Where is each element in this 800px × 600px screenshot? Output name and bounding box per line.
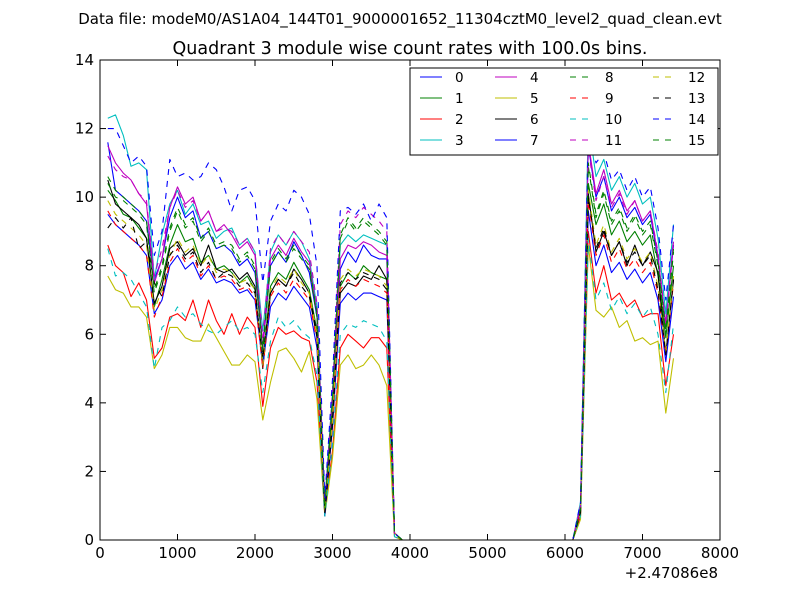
series-line-8	[107, 165, 675, 540]
x-tick-label: 0	[95, 544, 105, 562]
x-tick-label: 7000	[623, 544, 661, 562]
x-tick-label: 2000	[236, 544, 274, 562]
series-line-10	[107, 237, 675, 540]
x-axis-offset-label: +2.47086e8	[625, 564, 718, 582]
legend-label-0: 0	[455, 70, 464, 86]
x-tick-label: 8000	[701, 544, 739, 562]
series-line-13	[107, 196, 675, 540]
legend-label-1: 1	[455, 91, 464, 107]
legend-label-2: 2	[455, 112, 464, 128]
y-tick-label: 8	[84, 257, 94, 275]
legend-label-12: 12	[688, 70, 705, 86]
legend-label-13: 13	[688, 91, 705, 107]
chart-title: Quadrant 3 module wise count rates with …	[173, 39, 648, 59]
x-tick-label: 6000	[546, 544, 584, 562]
y-tick-label: 12	[75, 120, 94, 138]
series-line-5	[107, 244, 675, 540]
legend-label-7: 7	[530, 133, 539, 149]
series-line-3	[107, 114, 675, 540]
chart-suptitle: Data file: modeM0/AS1A04_144T01_90000016…	[78, 10, 722, 29]
legend-label-6: 6	[530, 112, 539, 128]
y-tick-label: 14	[75, 51, 94, 69]
y-tick-label: 0	[84, 531, 94, 549]
series-line-11	[107, 148, 675, 540]
series-layer	[107, 114, 675, 540]
x-tick-label: 5000	[468, 544, 506, 562]
ticks-layer: 0 1000 2000 3000 4000 5000 6000 7000 80000246810…	[75, 51, 739, 562]
legend-label-15: 15	[688, 133, 705, 149]
series-line-15	[107, 162, 675, 540]
legend-label-10: 10	[605, 112, 622, 128]
x-tick-label: 3000	[313, 544, 351, 562]
series-line-14	[107, 128, 675, 540]
y-tick-label: 10	[75, 188, 94, 206]
y-tick-label: 6	[84, 325, 94, 343]
legend-label-11: 11	[605, 133, 622, 149]
series-line-9	[107, 200, 675, 540]
legend-label-8: 8	[605, 70, 614, 86]
y-tick-label: 2	[84, 462, 94, 480]
legend-label-5: 5	[530, 91, 539, 107]
legend-label-9: 9	[605, 91, 614, 107]
y-tick-label: 4	[84, 394, 94, 412]
x-tick-label: 4000	[391, 544, 429, 562]
legend-label-3: 3	[455, 133, 464, 149]
x-tick-label: 1000	[158, 544, 196, 562]
legend-label-14: 14	[688, 112, 705, 128]
legend-label-4: 4	[530, 70, 539, 86]
